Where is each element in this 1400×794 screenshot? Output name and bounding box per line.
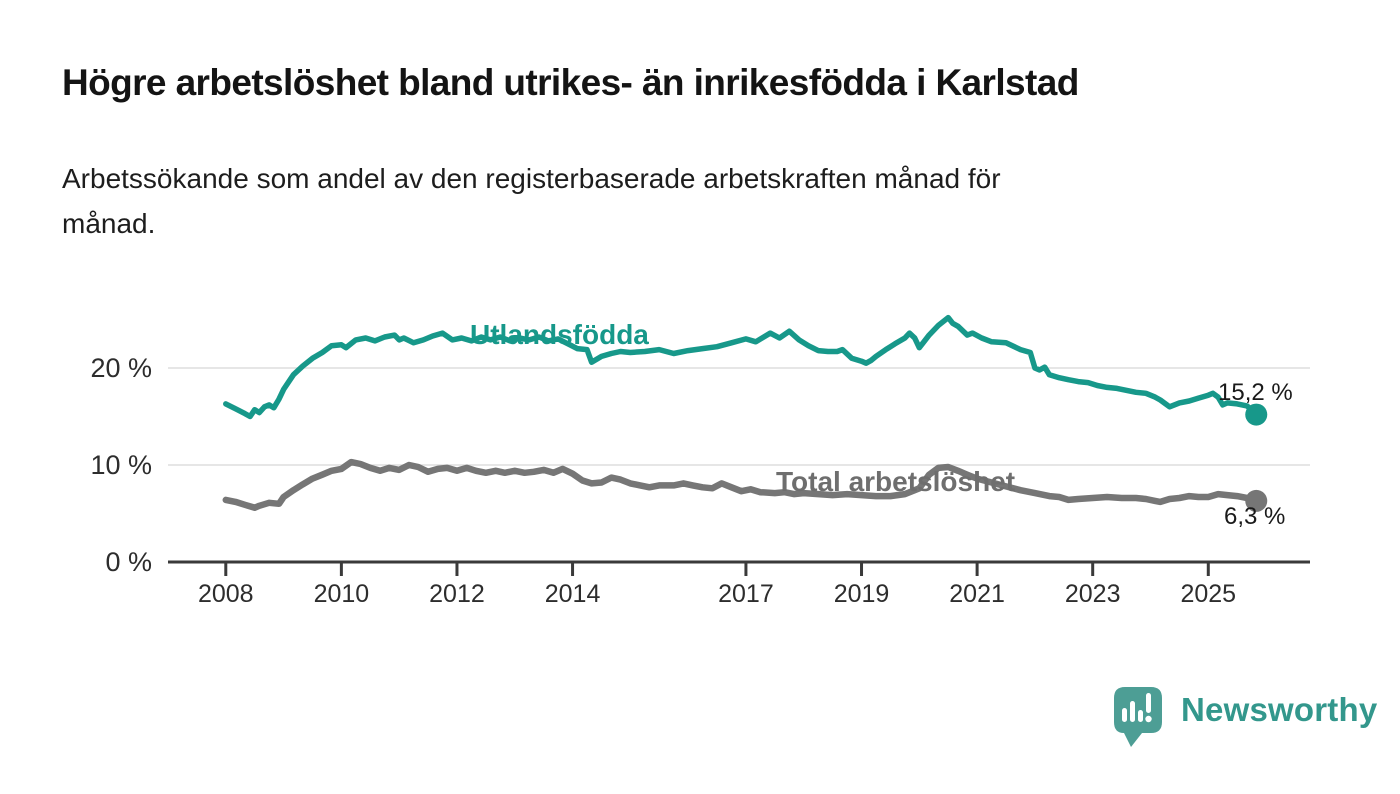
x-tick-label: 2014 xyxy=(544,580,601,608)
newsworthy-wordmark: Newsworthy xyxy=(1181,691,1378,728)
series-label-utlandsfodda: Utlandsfödda xyxy=(470,319,649,350)
x-tick-label: 2023 xyxy=(1064,580,1121,608)
logo-exclamation-bar xyxy=(1146,693,1151,713)
chart-subtitle: Arbetssökande som andel av den registerb… xyxy=(62,156,1352,246)
end-value-label-utlandsfodda: 15,2 % xyxy=(1218,379,1293,406)
x-tick-label: 2008 xyxy=(197,580,254,608)
series-line-total-arbetsloshet xyxy=(222,458,1260,511)
newsworthy-logo: Newsworthy xyxy=(1112,685,1377,749)
logo-exclamation-dot xyxy=(1145,715,1152,723)
chart-title: Högre arbetslöshet bland utrikes- än inr… xyxy=(62,62,1079,103)
y-tick-label: 10 % xyxy=(90,450,152,481)
x-tick-label: 2021 xyxy=(949,580,1005,608)
newsworthy-logo-icon xyxy=(1114,687,1162,747)
logo-bar-2 xyxy=(1130,701,1135,722)
subtitle-line-2: månad. xyxy=(62,208,156,239)
end-dot-total-arbetsloshet xyxy=(1245,489,1268,512)
series-line-utlandsfodda xyxy=(223,314,1260,420)
logo-bar-3 xyxy=(1138,710,1143,722)
y-tick-label: 0 % xyxy=(105,547,152,577)
x-tick-label: 2012 xyxy=(429,580,485,608)
end-value-label-total: 6,3 % xyxy=(1224,503,1286,530)
end-dot-utlandsfodda xyxy=(1245,403,1268,426)
subtitle-line-1: Arbetssökande som andel av den registerb… xyxy=(62,163,1001,194)
x-tick-label: 2025 xyxy=(1180,580,1237,608)
logo-bar-1 xyxy=(1122,708,1127,722)
y-tick-label: 20 % xyxy=(90,353,152,384)
x-tick-label: 2010 xyxy=(313,580,370,608)
series-label-total-arbetsloshet: Total arbetslöshet xyxy=(776,466,1016,497)
x-tick-label: 2017 xyxy=(718,580,774,608)
x-tick-label: 2019 xyxy=(833,580,890,608)
